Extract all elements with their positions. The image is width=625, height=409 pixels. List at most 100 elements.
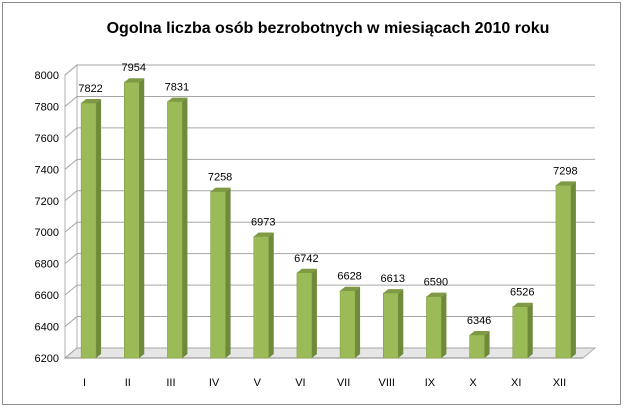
y-tick-label: 8000: [35, 70, 59, 82]
data-label: 6742: [294, 253, 318, 265]
bar-top: [296, 268, 317, 273]
x-tick-label: V: [254, 377, 262, 389]
bar-top: [340, 286, 361, 291]
y-tick-label: 7400: [35, 164, 59, 176]
x-axis-ticks: I II III IV V VI VII VIII IX X XI XII: [83, 377, 566, 389]
bar-top: [383, 289, 404, 294]
bar: [555, 181, 576, 359]
data-label: 6590: [424, 277, 448, 289]
x-tick-label: X: [469, 377, 477, 389]
gridline: [64, 64, 595, 76]
bar-side: [182, 97, 188, 358]
bar-side: [527, 302, 533, 358]
gridline: [64, 127, 595, 139]
bar-front: [339, 290, 356, 359]
bar: [80, 98, 102, 359]
bar-front: [426, 296, 442, 359]
chart-title: Ogolna liczba osób bezrobotnych w miesią…: [107, 20, 550, 37]
bars: [80, 78, 576, 359]
bar: [383, 289, 404, 359]
gridline: [64, 190, 595, 202]
y-tick-label: 7200: [35, 196, 59, 208]
data-label: 7822: [78, 83, 102, 95]
x-tick-label: VIII: [378, 377, 395, 389]
bar-front: [80, 102, 97, 359]
bar-top: [124, 78, 145, 83]
data-label: 7831: [165, 82, 189, 94]
bar: [339, 286, 361, 359]
data-label: 7258: [208, 172, 232, 184]
bar-front: [296, 272, 313, 359]
bar-front: [167, 101, 183, 359]
bar: [124, 78, 145, 359]
y-tick-label: 7800: [35, 101, 59, 113]
bar-top: [512, 302, 533, 307]
bar: [512, 302, 533, 359]
y-tick-label: 6400: [35, 322, 59, 334]
bar-side: [441, 292, 447, 358]
bar-side: [484, 331, 490, 358]
bar-top: [469, 331, 490, 336]
x-tick-label: IV: [209, 377, 220, 389]
x-tick-label: XII: [553, 377, 566, 389]
bar: [426, 292, 447, 359]
gridline: [64, 253, 595, 265]
bar-side: [139, 78, 145, 358]
bar-front: [210, 191, 226, 359]
bar-side: [355, 286, 361, 358]
bar-top: [555, 181, 576, 186]
data-label: 6526: [510, 287, 534, 299]
x-tick-label: II: [125, 377, 131, 389]
bar-front: [383, 292, 399, 359]
x-tick-label: XI: [511, 377, 521, 389]
data-label: 6628: [337, 271, 361, 283]
y-axis-ticks: 6200 6400 6600 6800 7000 7200 7400 7600 7800 8000: [35, 70, 59, 365]
gridline: [64, 158, 595, 170]
bar-front: [512, 306, 528, 359]
data-label: 7954: [122, 62, 146, 74]
gridline: [64, 347, 595, 359]
bar: [253, 232, 274, 359]
x-tick-label: IX: [425, 377, 436, 389]
bar: [296, 268, 317, 359]
data-label: 6346: [467, 315, 491, 327]
y-tick-label: 6200: [35, 353, 59, 365]
bar-top: [81, 98, 102, 103]
bar-side: [398, 289, 404, 358]
chart-frame: Ogolna liczba osób bezrobotnych w miesią…: [2, 2, 621, 405]
y-tick-label: 6600: [35, 290, 59, 302]
bar-front: [555, 185, 572, 359]
bar: [167, 97, 188, 359]
bar: [210, 187, 231, 359]
y-tick-label: 6800: [35, 259, 59, 271]
bar-chart: Ogolna liczba osób bezrobotnych w miesią…: [35, 20, 597, 389]
gridline: [64, 221, 595, 233]
bar-front: [469, 334, 485, 359]
bar-side: [96, 98, 102, 358]
x-tick-label: III: [166, 377, 175, 389]
side-wall: [64, 63, 78, 360]
bar-top: [167, 97, 188, 102]
bar-top: [210, 187, 231, 192]
bar-side: [268, 232, 274, 358]
y-tick-label: 7000: [35, 227, 59, 239]
x-tick-label: I: [83, 377, 86, 389]
bar: [469, 331, 490, 359]
gridline: [64, 284, 595, 296]
data-label: 7298: [553, 165, 577, 177]
y-tick-label: 7600: [35, 133, 59, 145]
x-tick-label: VI: [295, 377, 305, 389]
data-labels: 7822 7954 7831 7258 6973 6742 6628 6613 6590 6346…: [78, 62, 577, 327]
bar-front: [124, 81, 140, 359]
bar-top: [253, 232, 274, 237]
gridline: [64, 95, 595, 107]
gridlines: [64, 64, 595, 359]
bar-side: [311, 268, 317, 358]
data-label: 6613: [381, 273, 405, 285]
bar-front: [253, 236, 269, 359]
bar-side: [225, 187, 231, 358]
x-tick-label: VII: [337, 377, 350, 389]
data-label: 6973: [251, 216, 275, 228]
bar-side: [570, 181, 576, 358]
bar-top: [426, 292, 447, 297]
